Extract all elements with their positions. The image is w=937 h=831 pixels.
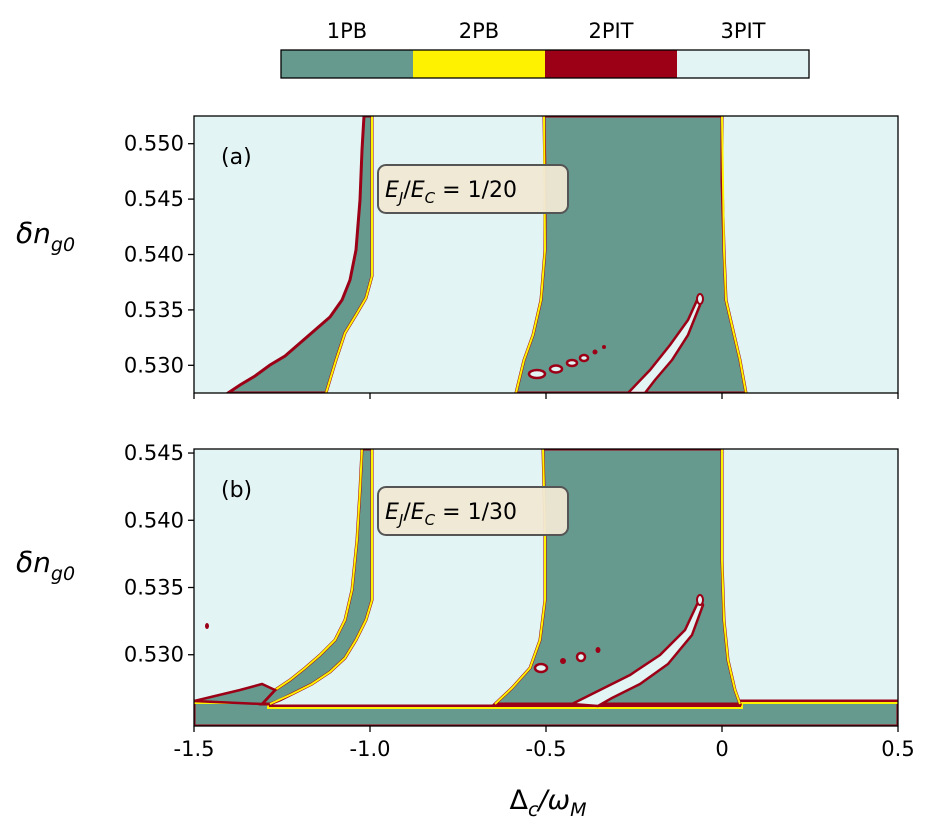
panel-a-ytick-label: 0.530 <box>124 353 184 377</box>
x-tick-label: 0 <box>715 737 728 761</box>
legend-frame <box>280 49 810 79</box>
panel-a-ytick-label: 0.550 <box>124 132 184 156</box>
panel-b-island <box>533 662 549 674</box>
panel-a-central-band <box>514 116 748 393</box>
panel-a-island <box>602 345 606 349</box>
panel-a-tag: (a) <box>221 145 252 170</box>
panel-a-ylabel: δng0 <box>16 217 75 256</box>
panel-a-island <box>565 358 579 368</box>
panel-b-island <box>696 594 704 606</box>
panel-b-island <box>205 623 209 629</box>
panel-b-island <box>595 647 601 653</box>
panel-a-annotation-box <box>377 164 569 214</box>
panel-b-annotation: EJ/EC = 1/30 <box>385 500 517 529</box>
panel-a-island <box>696 293 704 305</box>
panel-b-ytick-label: 0.545 <box>124 441 184 465</box>
panel-b-island <box>560 658 566 664</box>
legend-swatch-1pb <box>281 50 413 78</box>
panel-a-axes: 0.530 0.535 0.540 0.545 0.550 <box>124 132 899 399</box>
x-tick-label: 0.5 <box>881 737 914 761</box>
legend-label-2pb: 2PB <box>459 19 499 43</box>
panel-b-tag: (b) <box>221 478 252 503</box>
x-axis-label: Δc/ωM <box>509 785 586 821</box>
panel-a-island <box>527 368 547 380</box>
legend-label-1pb: 1PB <box>327 19 367 43</box>
panel-a-left-tongue-edge <box>325 116 373 393</box>
panel-b-ylabel: δng0 <box>16 546 75 585</box>
panel-b-inner-sliver <box>567 594 705 708</box>
panel-a-ytick-label: 0.540 <box>124 243 184 267</box>
panel-a-island <box>578 353 590 363</box>
legend-swatch-2pit <box>545 50 677 78</box>
panel-a: (a) EJ/EC = 1/20 δng0 0.5300.5350.5400.5… <box>16 115 899 399</box>
x-tick-label: -1.5 <box>174 737 215 761</box>
legend-swatch-2pb <box>413 50 545 78</box>
panel-a-ytick-label: 0.545 <box>124 187 184 211</box>
colorbar-legend: 1PB 2PB 2PIT 3PIT <box>280 19 810 79</box>
x-tick-label: -1.0 <box>350 737 391 761</box>
panel-a-island <box>592 349 598 355</box>
panel-a-ytick-label: 0.535 <box>124 298 184 322</box>
legend-label-3pit: 3PIT <box>720 19 765 43</box>
panel-b-ytick-label: 0.540 <box>124 508 184 532</box>
legend-swatch-3pit <box>677 50 809 78</box>
panel-b-ytick-label: 0.530 <box>124 643 184 667</box>
panel-b-island <box>575 651 587 663</box>
panel-b-left-tongue-edge <box>261 449 373 705</box>
panel-b: (b) EJ/EC = 1/30 δng0 0.5300.5350.5400.5… <box>16 441 915 761</box>
x-tick-label: -0.5 <box>526 737 567 761</box>
panel-a-annotation: EJ/EC = 1/20 <box>385 178 517 207</box>
panel-a-central-band-edge <box>515 116 747 393</box>
panel-b-annotation-box <box>377 486 569 536</box>
legend-label-2pit: 2PIT <box>588 19 633 43</box>
panel-b-axes: 0.530 0.535 0.540 0.545 -1.5 -1.0 -0.5 0 0.5 <box>124 441 915 761</box>
panel-b-left-ramp <box>194 682 278 706</box>
panel-a-island <box>548 364 564 374</box>
panel-b-ytick-label: 0.535 <box>124 576 184 600</box>
